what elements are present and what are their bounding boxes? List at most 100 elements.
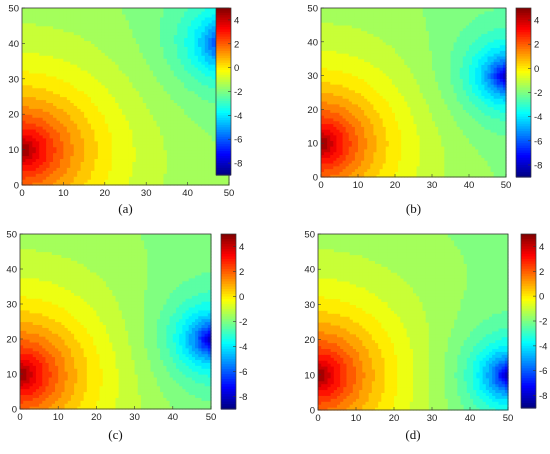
field-cell <box>173 40 178 44</box>
field-cell <box>367 140 371 144</box>
field-cell <box>84 81 89 86</box>
field-cell <box>358 148 362 153</box>
field-cell <box>336 67 341 71</box>
field-cell <box>367 143 371 147</box>
field-cell <box>339 115 344 119</box>
field-cell <box>146 10 151 15</box>
field-cell <box>139 37 144 42</box>
field-cell <box>59 158 64 162</box>
field-cell <box>125 52 130 56</box>
field-cell <box>370 89 375 94</box>
y-tick-label: 40 <box>8 39 19 50</box>
field-cell <box>22 179 27 183</box>
field-cell <box>91 152 96 157</box>
field-cell <box>104 146 109 151</box>
field-cell <box>354 148 359 153</box>
field-cell <box>56 90 61 95</box>
field-cell <box>87 179 92 183</box>
field-cell <box>208 22 213 27</box>
field-cell <box>42 13 47 18</box>
field-cell <box>177 152 182 157</box>
field-cell <box>177 28 182 33</box>
field-cell <box>49 158 54 162</box>
field-cell <box>73 28 78 33</box>
field-cell <box>87 96 92 101</box>
colorbar-segment <box>216 86 231 90</box>
field-cell <box>201 108 206 112</box>
field-cell <box>163 128 168 133</box>
field-cell <box>361 100 365 105</box>
field-cell <box>156 96 161 101</box>
field-cell <box>149 164 154 168</box>
field-cell <box>160 170 165 174</box>
field-cell <box>342 69 347 74</box>
field-cell <box>173 61 178 65</box>
field-cell <box>28 64 33 68</box>
field-cell <box>84 173 89 177</box>
field-cell <box>180 117 185 121</box>
field-cell <box>160 61 165 65</box>
field-cell <box>170 75 175 80</box>
field-cell <box>208 167 213 171</box>
field-cell <box>180 49 185 53</box>
field-cell <box>142 8 147 12</box>
field-cell <box>39 161 44 165</box>
field-cell <box>370 86 375 91</box>
field-cell <box>163 52 168 56</box>
field-cell <box>201 64 206 68</box>
field-cell <box>59 8 64 12</box>
field-cell <box>149 120 154 124</box>
field-cell <box>153 137 158 142</box>
field-cell <box>166 93 171 98</box>
field-cell <box>324 86 328 91</box>
field-cell <box>118 134 123 139</box>
field-cell <box>97 13 102 18</box>
field-cell <box>28 55 33 59</box>
field-cell <box>132 93 137 98</box>
field-cell <box>135 149 140 154</box>
field-cell <box>63 155 68 160</box>
field-cell <box>56 146 61 151</box>
field-cell <box>128 102 133 106</box>
field-cell <box>370 115 375 119</box>
field-cell <box>351 8 356 12</box>
field-cell <box>211 123 216 127</box>
field-cell <box>97 49 102 53</box>
field-cell <box>91 105 96 109</box>
field-cell <box>128 37 133 42</box>
field-cell <box>63 25 68 30</box>
field-cell <box>77 34 82 39</box>
field-cell <box>201 173 206 177</box>
field-cell <box>28 46 33 50</box>
field-cell <box>28 111 33 115</box>
field-cell <box>342 13 347 18</box>
field-cell <box>80 72 85 77</box>
field-cell <box>163 152 168 157</box>
field-cell <box>139 10 144 15</box>
field-cell <box>63 134 68 139</box>
field-cell <box>373 72 378 77</box>
field-cell <box>197 170 202 174</box>
field-cell <box>370 129 375 133</box>
field-cell <box>339 171 344 175</box>
field-cell <box>142 46 147 50</box>
field-cell <box>91 64 96 68</box>
field-cell <box>370 154 375 158</box>
field-cell <box>149 8 154 12</box>
field-cell <box>139 78 144 83</box>
field-cell <box>324 95 328 99</box>
field-cell <box>364 100 368 105</box>
field-cell <box>177 105 182 109</box>
field-cell <box>321 154 325 158</box>
field-cell <box>194 164 199 168</box>
field-cell <box>324 134 328 139</box>
field-cell <box>184 173 189 177</box>
field-cell <box>173 164 178 168</box>
field-cell <box>22 170 27 174</box>
field-cell <box>32 164 37 168</box>
field-cell <box>194 69 199 74</box>
field-cell <box>97 170 102 174</box>
field-cell <box>139 102 144 106</box>
field-cell <box>367 78 371 82</box>
field-cell <box>118 84 123 89</box>
